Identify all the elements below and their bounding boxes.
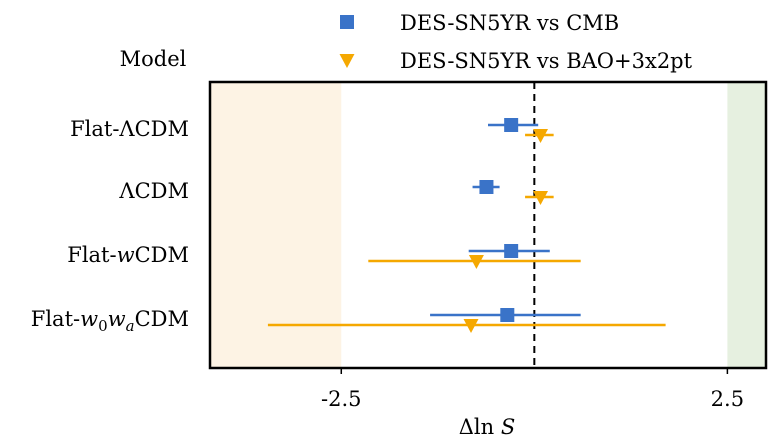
model-label-part: w [117, 243, 135, 267]
marker-triangle-3 [463, 319, 479, 333]
model-label-part: Flat- [31, 307, 80, 331]
x-ticks: -2.5 2.5 [321, 368, 744, 411]
model-label-part: ΛCDM [118, 179, 189, 203]
model-label-part: CDM [135, 243, 189, 267]
model-label-part: Flat- [67, 243, 116, 267]
legend-marker-square [340, 15, 354, 29]
legend: DES-SN5YR vs CMB DES-SN5YR vs BAO+3x2pt [339, 11, 693, 73]
model-label-part: Flat-ΛCDM [70, 117, 189, 141]
model-label-part: CDM [135, 307, 189, 331]
legend-label-1: DES-SN5YR vs BAO+3x2pt [400, 49, 693, 73]
marker-square-2 [504, 244, 519, 258]
model-label-3: Flat-w0waCDM [31, 307, 189, 335]
marker-square-1 [479, 180, 494, 194]
shaded-region-0 [210, 82, 342, 368]
marker-square-0 [504, 118, 519, 132]
marker-triangle-1 [533, 191, 549, 205]
model-label-part: a [126, 317, 135, 335]
shaded-region-1 [727, 82, 766, 368]
model-label-2: Flat-wCDM [67, 243, 189, 267]
legend-marker-triangle [339, 54, 355, 68]
model-label-part: w [80, 307, 98, 331]
data-markers [463, 118, 549, 333]
y-axis-title: Model [120, 47, 187, 71]
marker-triangle-2 [468, 255, 484, 269]
model-label-part: 0 [98, 317, 108, 335]
legend-label-0: DES-SN5YR vs CMB [400, 11, 619, 35]
model-label-1: ΛCDM [118, 179, 189, 203]
x-tick-label-0: -2.5 [321, 387, 362, 411]
shaded-regions [210, 82, 766, 368]
plot-frame [208, 80, 768, 370]
x-axis-title: Δln S [459, 415, 515, 439]
x-tick-label-1: 2.5 [711, 387, 744, 411]
x-axis-title-prefix: Δln [459, 415, 501, 439]
model-label-0: Flat-ΛCDM [70, 117, 189, 141]
marker-triangle-0 [533, 129, 549, 143]
marker-square-3 [500, 308, 515, 322]
model-label-part: w [108, 307, 126, 331]
x-axis-title-variable: S [501, 415, 515, 439]
